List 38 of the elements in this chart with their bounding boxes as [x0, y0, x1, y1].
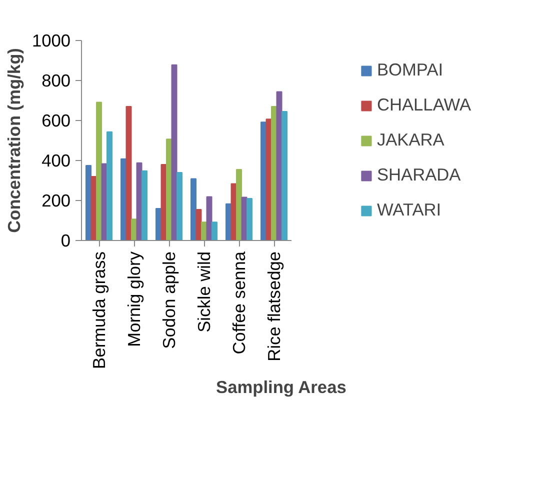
y-tick-label: 200 — [42, 190, 71, 210]
y-axis-title: Concentration (mg/kg) — [4, 48, 24, 233]
bar — [106, 131, 112, 240]
y-tick-label: 1000 — [32, 30, 71, 50]
bar — [201, 222, 207, 240]
bar — [86, 165, 92, 240]
bar — [212, 222, 218, 240]
x-tick-label: Sickle wild — [194, 251, 214, 332]
y-tick-label: 800 — [42, 70, 71, 90]
legend-label: BOMPAI — [376, 60, 444, 80]
legend-label: SHARADA — [376, 164, 461, 186]
bar — [226, 203, 232, 240]
x-tick-label: Rice flatsedge — [264, 251, 284, 362]
bar — [246, 198, 252, 240]
bar — [190, 178, 196, 240]
bar — [236, 169, 242, 240]
bar — [166, 138, 172, 240]
x-tick-label: Coffee senna — [229, 251, 249, 354]
bar — [126, 106, 132, 240]
legend-label: CHALLAWA — [376, 94, 471, 116]
bar — [120, 158, 126, 240]
x-tick-label: Sodon apple — [159, 251, 179, 349]
bar — [142, 170, 148, 240]
bar — [271, 106, 277, 240]
bar — [156, 208, 162, 240]
legend-label: WATARI — [376, 200, 442, 220]
bar — [131, 218, 137, 240]
y-tick-label: 0 — [60, 230, 71, 250]
x-axis-title: Sampling Areas — [216, 377, 346, 397]
x-tick-label: Mornig glory — [124, 251, 144, 347]
bar — [260, 122, 266, 240]
bar — [176, 172, 182, 240]
legend-label: JAKARA — [376, 130, 444, 150]
bar — [282, 111, 288, 240]
y-tick-label: 600 — [42, 110, 71, 130]
y-tick-label: 400 — [42, 150, 71, 170]
bar — [96, 102, 102, 240]
x-tick-label: Bermuda grass — [89, 251, 109, 369]
